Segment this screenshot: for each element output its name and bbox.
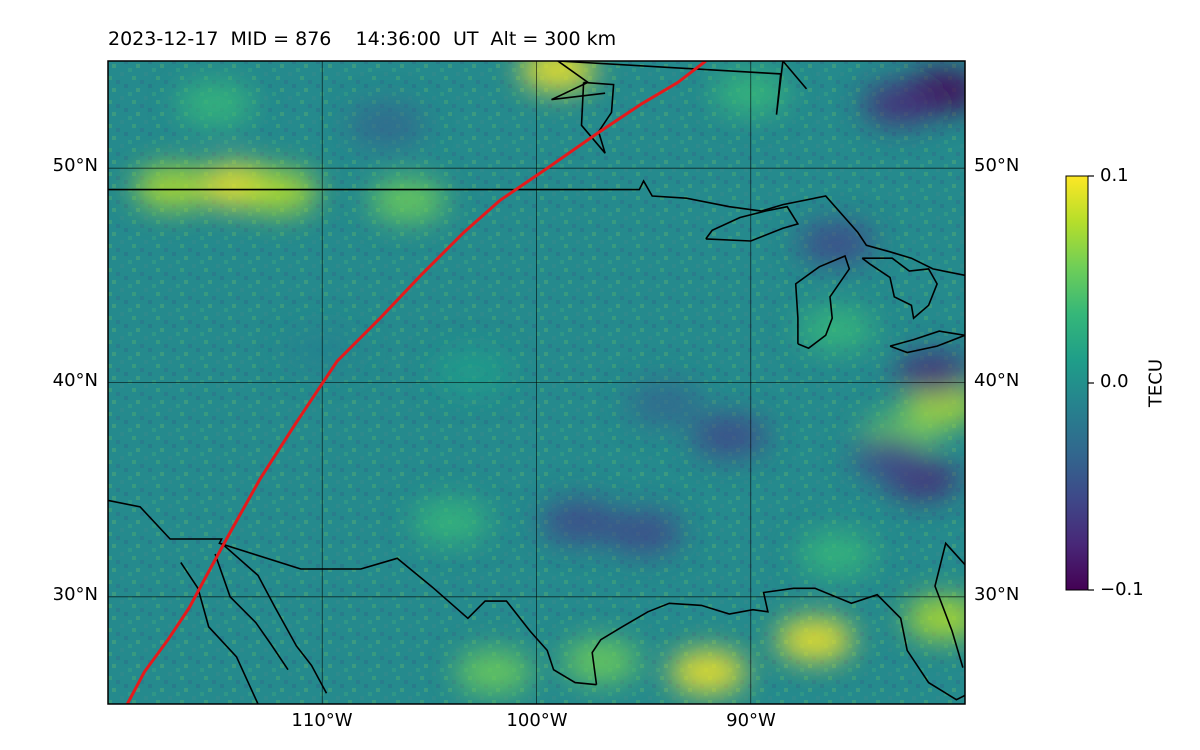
lat-label-30n-left: 30°N: [52, 584, 98, 605]
tec-map: [108, 61, 965, 704]
border-line-1: [551, 61, 808, 115]
tec-anomaly-6: [669, 649, 746, 694]
tec-anomaly-28: [434, 349, 511, 394]
lake-outline-4: [889, 330, 965, 354]
tec-anomaly-22: [627, 381, 704, 426]
tec-anomaly-4: [519, 61, 596, 92]
colorbar: [1065, 175, 1089, 591]
colorbar-tick-label-min: −0.1: [1100, 579, 1144, 600]
colorbar-ticks: [1088, 175, 1094, 591]
coast-line-2: [214, 553, 289, 671]
lat-label-50n-right: 50°N: [974, 155, 1020, 176]
map-frame: [107, 60, 966, 705]
tec-anomaly-19: [541, 499, 618, 544]
lat-label-50n-left: 50°N: [52, 155, 98, 176]
tec-anomaly-29: [798, 531, 875, 576]
lon-label-90w: 90°W: [726, 710, 776, 731]
colorbar-tick-label-zero: 0.0: [1100, 371, 1129, 392]
tec-anomaly-23: [798, 221, 875, 266]
tec-anomaly-13: [798, 306, 875, 351]
tec-anomaly-18: [852, 435, 929, 480]
tec-anomaly-25: [348, 103, 425, 148]
tec-anomaly-20: [605, 510, 682, 555]
border-line-0: [108, 179, 965, 277]
coast-line-4: [591, 587, 965, 701]
lake-outline-2: [794, 254, 851, 350]
lake-outline-3: [861, 257, 938, 320]
tec-anomaly-3: [369, 178, 446, 223]
coast-line-0: [108, 499, 597, 686]
coastlines-and-borders: [108, 61, 965, 704]
tec-anomaly-7: [905, 596, 965, 641]
tec-anomaly-10: [562, 639, 639, 684]
colorbar-title: TECU: [1145, 358, 1167, 408]
colorbar-tick-label-max: 0.1: [1100, 165, 1129, 186]
coast-line-5: [934, 541, 965, 668]
tec-anomaly-11: [455, 649, 532, 694]
lon-label-100w: 100°W: [506, 710, 568, 731]
coast-line-1: [221, 542, 328, 694]
tec-anomaly-24: [177, 81, 254, 126]
lat-label-40n-right: 40°N: [974, 370, 1020, 391]
tec-anomaly-12: [412, 499, 489, 544]
tec-anomaly-1: [241, 169, 318, 214]
tec-anomaly-15: [862, 81, 939, 126]
lake-outline-0: [705, 205, 800, 242]
coast-line-3: [180, 562, 259, 704]
lon-label-110w: 110°W: [291, 710, 353, 731]
terminator-line: [125, 61, 707, 704]
map-title: 2023-12-17 MID = 876 14:36:00 UT Alt = 3…: [108, 28, 617, 50]
tec-anomaly-5: [777, 617, 854, 662]
lat-label-30n-right: 30°N: [974, 584, 1020, 605]
tec-anomaly-21: [691, 414, 768, 459]
lat-label-40n-left: 40°N: [52, 370, 98, 391]
tec-anomaly-2: [134, 165, 211, 210]
tec-anomaly-16: [894, 351, 965, 396]
tec-anomalies: [134, 61, 965, 694]
